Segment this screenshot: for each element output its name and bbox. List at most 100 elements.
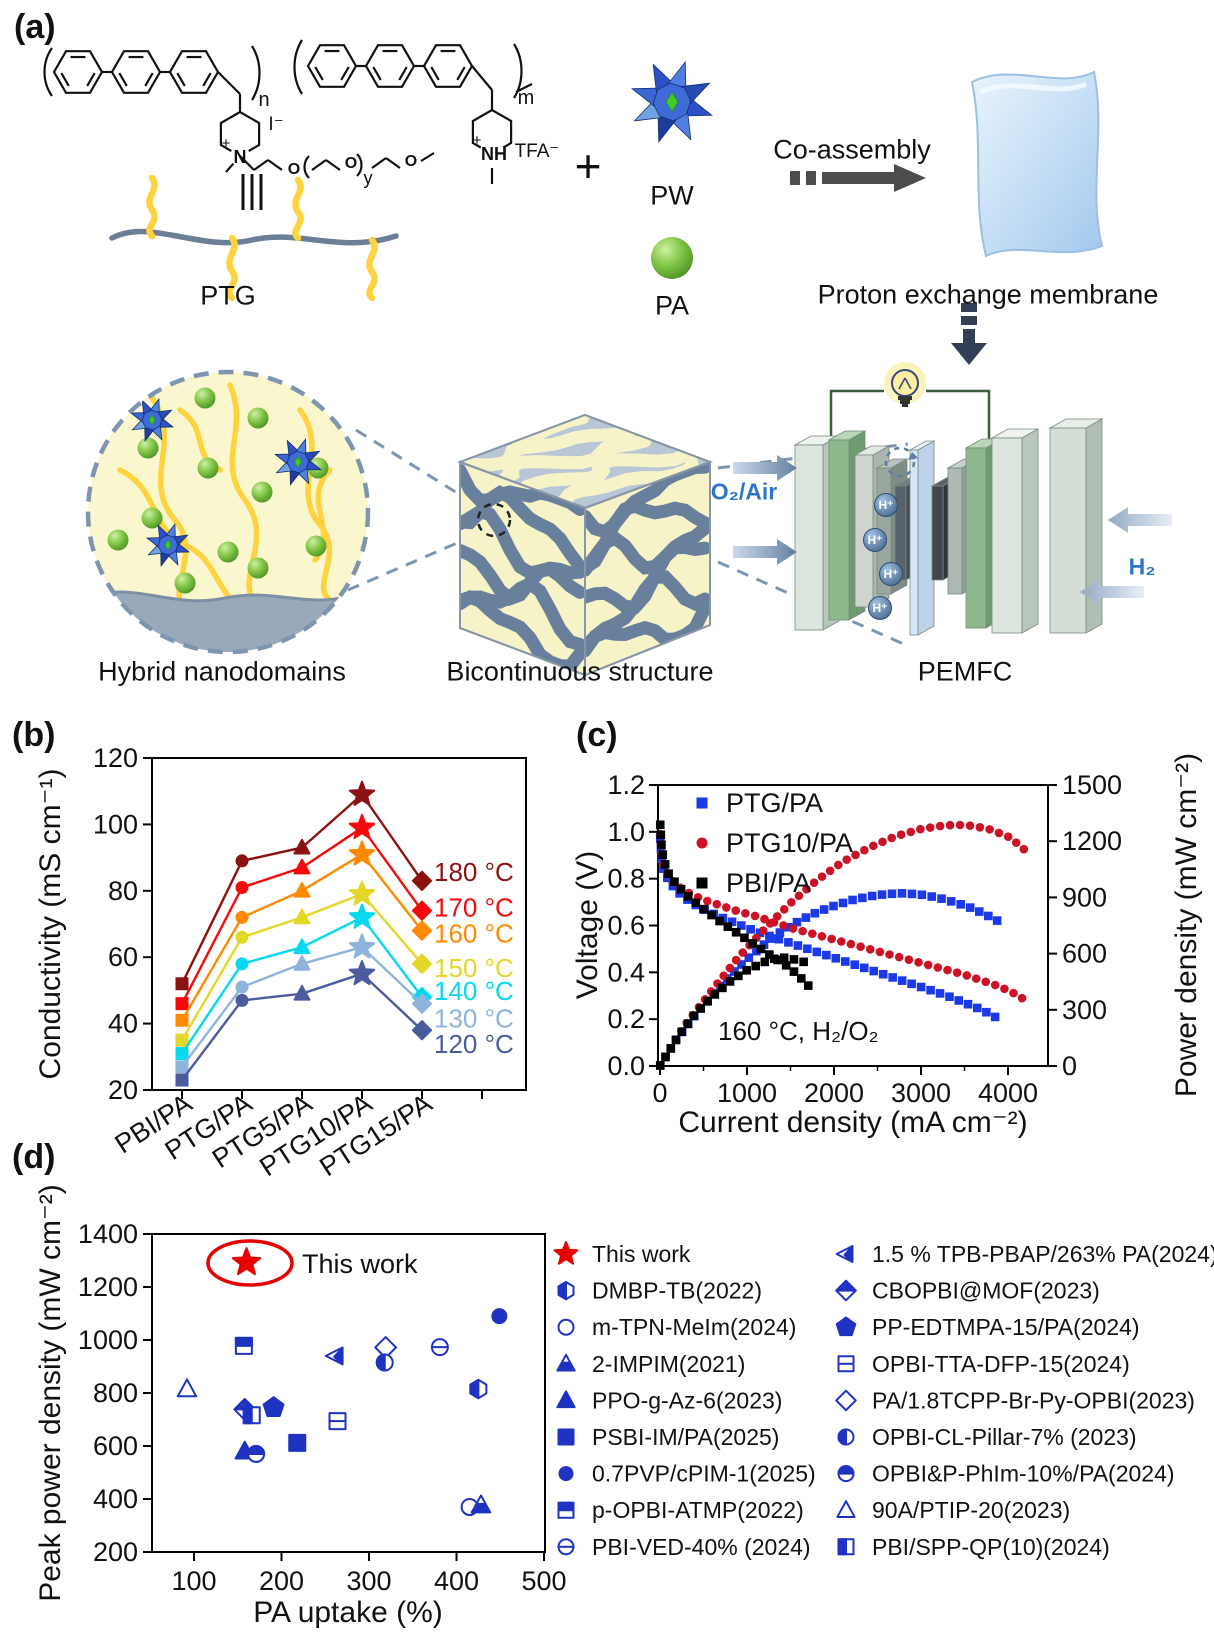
svg-text:1.0: 1.0 [607, 817, 645, 847]
svg-text:0.2: 0.2 [607, 1004, 645, 1034]
svg-text:PBI-VED-40% (2024): PBI-VED-40% (2024) [592, 1534, 811, 1560]
pw-cluster-icon [631, 61, 713, 143]
svg-text:0.8: 0.8 [607, 864, 645, 894]
svg-text:0.0: 0.0 [607, 1051, 645, 1081]
svg-text:PA/1.8TCPP-Br-Py-OPBI(2023): PA/1.8TCPP-Br-Py-OPBI(2023) [872, 1387, 1195, 1413]
panel-d-legend: This work DMBP-TB(2022) m-TPN-MeIm(2024) 2-… [553, 1241, 1214, 1560]
bicontinuous-label: Bicontinuous structure [446, 656, 714, 687]
svg-text:4000: 4000 [978, 1078, 1038, 1108]
svg-text:Current density (mA cm⁻²): Current density (mA cm⁻²) [678, 1106, 1027, 1139]
svg-text:PSBI-IM/PA(2025): PSBI-IM/PA(2025) [592, 1424, 779, 1450]
svg-text:20: 20 [108, 1075, 138, 1105]
svg-text:100: 100 [93, 809, 138, 839]
panel-d-label: (d) [12, 1138, 56, 1176]
svg-text:DMBP-TB(2022): DMBP-TB(2022) [592, 1278, 762, 1304]
svg-text:800: 800 [93, 1378, 138, 1408]
ptg-cartoon [109, 174, 399, 302]
svg-text:200: 200 [259, 1566, 304, 1596]
svg-text:O: O [345, 155, 357, 172]
svg-text:600: 600 [1062, 939, 1107, 969]
svg-text:1000: 1000 [717, 1078, 777, 1108]
svg-text:300: 300 [1062, 995, 1107, 1025]
svg-text:Peak power density (mW cm⁻²): Peak power density (mW cm⁻²) [34, 1184, 67, 1602]
svg-text:1000: 1000 [78, 1325, 138, 1355]
svg-text:0.6: 0.6 [607, 911, 645, 941]
svg-text:PBI/PA: PBI/PA [726, 868, 811, 898]
light-bulb-icon [884, 362, 926, 407]
svg-text:+: + [222, 135, 231, 152]
svg-text:1.2: 1.2 [607, 770, 645, 800]
down-arrow [951, 303, 987, 365]
svg-text:2-IMPIM(2021): 2-IMPIM(2021) [592, 1351, 745, 1377]
oxygen-inlet-label: O₂/Air [710, 478, 778, 505]
svg-text:O: O [405, 153, 417, 170]
svg-text:PA uptake (%): PA uptake (%) [253, 1596, 443, 1629]
svg-text:170 °C: 170 °C [434, 893, 514, 923]
panel-b-chart: 20406080100120PBI/PAPTG/PAPTG5/PAPTG10/P… [34, 743, 527, 1182]
pemfc-stack: H⁺ H⁺ H⁺ H⁺ [733, 362, 1172, 636]
svg-text:H⁺: H⁺ [884, 567, 899, 581]
svg-text:400: 400 [434, 1566, 479, 1596]
svg-text:+: + [473, 132, 482, 149]
proton-ions: H⁺ H⁺ H⁺ H⁺ [863, 493, 903, 620]
svg-text:PPO-g-Az-6(2023): PPO-g-Az-6(2023) [592, 1387, 782, 1413]
hydrogen-inlet-label: H₂ [1128, 553, 1156, 580]
membrane-sheet [970, 70, 1104, 258]
svg-text:130 °C: 130 °C [434, 1004, 514, 1034]
svg-text:200: 200 [93, 1537, 138, 1567]
svg-text:1500: 1500 [1062, 770, 1122, 800]
svg-text:160 °C: 160 °C [434, 919, 514, 949]
panel-d-chart: 200 400 600 800 1000 1200 1400 100 200 300 400 500 T… [34, 1184, 567, 1629]
svg-text:m-TPN-MeIm(2024): m-TPN-MeIm(2024) [592, 1314, 796, 1340]
panel-c-label: (c) [576, 716, 618, 754]
pa-sphere-icon [651, 237, 693, 279]
svg-text:3000: 3000 [891, 1078, 951, 1108]
svg-text:Conductivity (mS cm⁻¹): Conductivity (mS cm⁻¹) [34, 769, 67, 1080]
svg-text:0.4: 0.4 [607, 957, 645, 987]
svg-text:n: n [258, 89, 269, 111]
svg-text:120 °C: 120 °C [434, 1029, 514, 1059]
pw-label: PW [650, 180, 694, 211]
svg-text:100: 100 [171, 1566, 216, 1596]
pa-label: PA [654, 290, 690, 321]
svg-text:TFA⁻: TFA⁻ [515, 141, 560, 162]
svg-text:Power density (mW cm⁻²): Power density (mW cm⁻²) [1170, 753, 1203, 1097]
svg-text:300: 300 [346, 1566, 391, 1596]
svg-text:PP-EDTMPA-15/PA(2024): PP-EDTMPA-15/PA(2024) [872, 1314, 1140, 1340]
coassembly-arrow [790, 164, 926, 192]
svg-text:m: m [518, 87, 535, 109]
svg-text:140 °C: 140 °C [434, 976, 514, 1006]
svg-text:OPBI&P-PhIm-10%/PA(2024): OPBI&P-PhIm-10%/PA(2024) [872, 1461, 1175, 1487]
svg-text:60: 60 [108, 942, 138, 972]
panel-c-chart: 0.0 0.2 0.4 0.6 0.8 1.0 1.2 0 300 600 900 1200 1500 0… [571, 753, 1203, 1139]
svg-text:500: 500 [521, 1566, 566, 1596]
svg-text:40: 40 [108, 1009, 138, 1039]
svg-text:OPBI-CL-Pillar-7% (2023): OPBI-CL-Pillar-7% (2023) [872, 1424, 1137, 1450]
svg-text:0.7PVP/cPIM-1(2025): 0.7PVP/cPIM-1(2025) [592, 1461, 816, 1487]
svg-text:PTG10/PA: PTG10/PA [726, 828, 853, 858]
svg-text:600: 600 [93, 1431, 138, 1461]
coassembly-label: Co-assembly [773, 134, 931, 165]
svg-text:90A/PTIP-20(2023): 90A/PTIP-20(2023) [872, 1497, 1070, 1523]
svg-text:H⁺: H⁺ [879, 498, 894, 512]
svg-text:CBOPBI@MOF(2023): CBOPBI@MOF(2023) [872, 1278, 1100, 1304]
svg-text:1400: 1400 [78, 1219, 138, 1249]
panel-b-label: (b) [12, 716, 56, 754]
svg-text:80: 80 [108, 876, 138, 906]
svg-text:160 °C, H₂/O₂: 160 °C, H₂/O₂ [718, 1016, 879, 1046]
svg-text:OPBI-TTA-DFP-15(2024): OPBI-TTA-DFP-15(2024) [872, 1351, 1130, 1377]
svg-text:H⁺: H⁺ [873, 601, 888, 615]
svg-text:150 °C: 150 °C [434, 953, 514, 983]
svg-text:PTG/PA: PTG/PA [726, 788, 823, 818]
svg-text:N: N [234, 147, 247, 167]
svg-text:NH: NH [481, 144, 507, 164]
hybrid-nanodomains-art [85, 369, 371, 655]
svg-text:0: 0 [1062, 1051, 1077, 1081]
svg-text:p-OPBI-ATMP(2022): p-OPBI-ATMP(2022) [592, 1497, 804, 1523]
svg-text:120: 120 [93, 743, 138, 773]
svg-text:1200: 1200 [78, 1272, 138, 1302]
